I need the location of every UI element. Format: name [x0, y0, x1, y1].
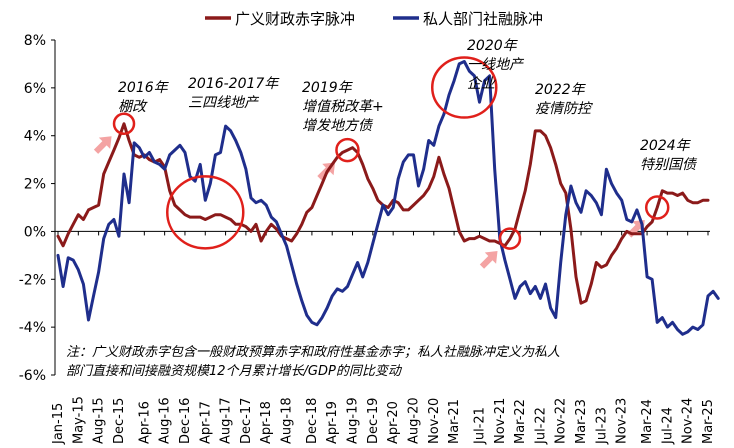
- annotation-text: 棚改: [118, 99, 148, 115]
- legend-label: 私人部门社融脉冲: [423, 10, 543, 28]
- x-tick-label: Aug-16: [158, 397, 173, 444]
- y-tick-label: 4%: [24, 129, 46, 145]
- highlight-circles: [112, 56, 670, 250]
- x-tick-label: Mar-21: [447, 399, 462, 444]
- y-tick-label: -6%: [19, 368, 46, 384]
- x-tick-label: Apr-20: [386, 401, 401, 444]
- annotation-text: 2022年: [535, 82, 587, 98]
- annotation-text: 三四线地产: [188, 95, 260, 111]
- annotation-text: 2016年: [118, 80, 170, 96]
- x-tick-label: Aug-18: [280, 397, 295, 444]
- x-tick-label: Jul-22: [533, 407, 548, 445]
- annotation-text: 增值税改革+: [302, 99, 384, 115]
- note-text: 部门直接和间接融资规模12个月累计增长/GDP的同比变动: [66, 363, 403, 379]
- x-tick-label: Mar-22: [513, 399, 528, 444]
- annotation-text: 2024年: [640, 138, 692, 154]
- x-tick-label: Nov-24: [681, 398, 696, 444]
- series-line-1: [56, 60, 720, 336]
- x-tick-label: Aug-20: [406, 397, 421, 444]
- legend-label: 广义财政赤字脉冲: [235, 10, 355, 28]
- note-text: 注：广义财政赤字包含一般财政预算赤字和政府性基金赤字；私人社融脉冲定义为私人: [66, 344, 560, 360]
- x-tick-label: Mar-24: [640, 399, 655, 444]
- x-tick-label: Mar-25: [701, 399, 716, 444]
- x-axis-ticks: Jan-15 May-15 Aug-15 Dec-15 Apr-16 Aug-16 Dec-…: [51, 231, 716, 445]
- highlight-circle: [431, 56, 498, 119]
- annotation-text: 增发地方债: [302, 118, 374, 134]
- chart-note: 注：广义财政赤字包含一般财政预算赤字和政府性基金赤字；私人社融脉冲定义为私人部门…: [66, 344, 560, 379]
- x-tick-label: Nov-21: [493, 398, 508, 444]
- x-tick-label: Apr-16: [137, 401, 152, 444]
- x-tick-label: Dec-17: [239, 398, 254, 444]
- highlight-circle: [335, 137, 360, 163]
- series-lines: [56, 60, 720, 336]
- x-tick-label: Dec-16: [178, 398, 193, 444]
- y-tick-label: 6%: [24, 81, 46, 97]
- y-tick-label: 8%: [24, 33, 46, 49]
- trend-arrow: [93, 136, 112, 154]
- highlight-circle: [498, 227, 522, 250]
- y-axis-ticks: 8% 6% 4% 2% 0% -2% -4% -6%: [19, 33, 55, 384]
- trend-arrow: [479, 251, 498, 269]
- x-tick-label: Dec-18: [305, 398, 320, 444]
- x-tick-label: Aug-17: [219, 397, 234, 444]
- annotation-text: 2016-2017年: [188, 76, 280, 92]
- x-tick-label: Aug-15: [92, 397, 107, 444]
- x-tick-label: Jan-15: [51, 403, 66, 445]
- x-tick-label: Apr-17: [198, 401, 213, 444]
- annotation-text: 2019年: [302, 80, 354, 96]
- annotation-text: 2020年: [467, 38, 519, 54]
- x-tick-label: Jul-23: [594, 407, 609, 445]
- highlight-circle: [112, 112, 136, 135]
- y-tick-label: 2%: [24, 177, 46, 193]
- x-tick-label: Nov-22: [554, 398, 569, 444]
- x-tick-label: May-15: [71, 396, 86, 444]
- x-tick-label: Dec-15: [112, 398, 127, 444]
- legend: 广义财政赤字脉冲 私人部门社融脉冲: [205, 10, 543, 28]
- x-tick-label: Nov-20: [427, 398, 442, 444]
- x-tick-label: Jul-24: [660, 407, 675, 445]
- y-tick-label: -2%: [19, 272, 46, 288]
- y-tick-label: 0%: [24, 224, 46, 240]
- annotation-text: 疫情防控: [535, 101, 593, 117]
- x-tick-label: Dec-19: [366, 398, 381, 444]
- x-tick-label: Jul-21: [472, 407, 487, 445]
- x-tick-label: Aug-19: [346, 397, 361, 444]
- y-tick-label: -4%: [19, 320, 46, 336]
- annotation-text: 企业: [467, 76, 496, 92]
- x-tick-label: Apr-19: [325, 401, 340, 444]
- highlight-circle: [166, 175, 245, 250]
- annotation-text: 一线地产: [467, 57, 525, 73]
- x-tick-label: Mar-23: [574, 399, 589, 444]
- x-tick-label: Nov-23: [615, 398, 630, 444]
- x-tick-label: Apr-18: [259, 401, 274, 444]
- annotation-text: 特别国债: [640, 157, 698, 173]
- highlight-circle: [644, 195, 670, 220]
- series-line-0: [56, 122, 710, 305]
